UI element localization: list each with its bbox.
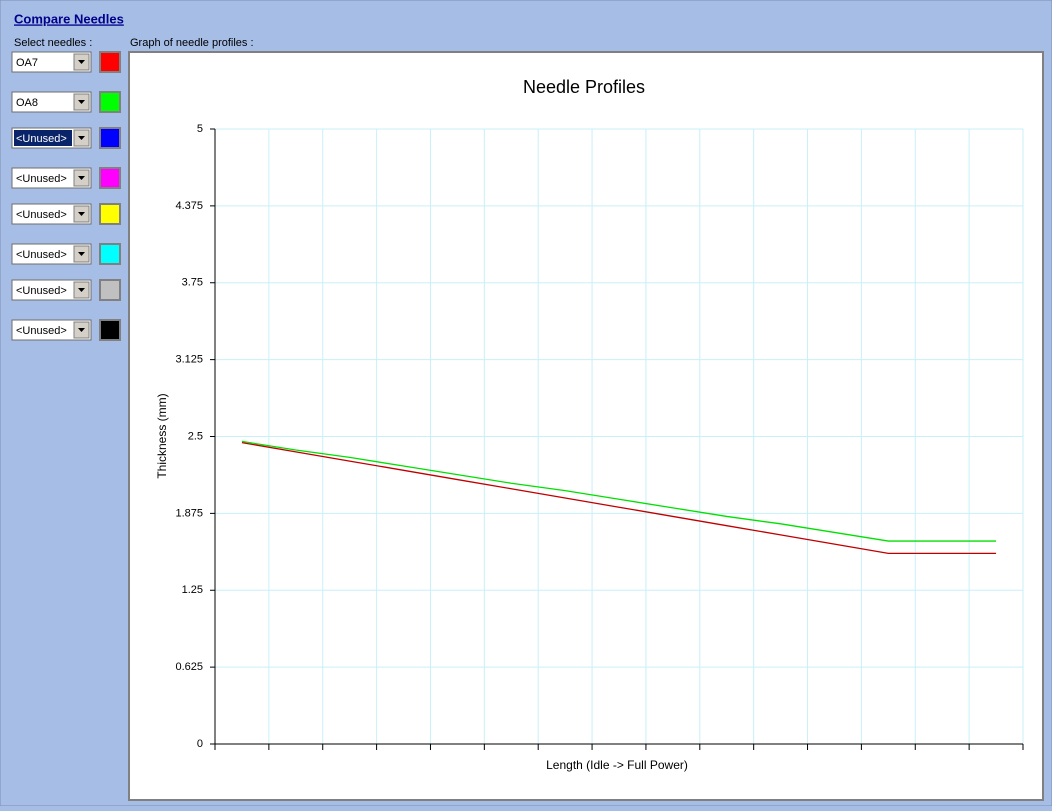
dropdown-arrow bbox=[78, 176, 85, 180]
dropdown-arrow bbox=[78, 100, 85, 104]
color-swatch[interactable] bbox=[99, 243, 121, 265]
dropdown-value: OA7 bbox=[16, 57, 38, 69]
y-tick-label: 1.875 bbox=[175, 507, 203, 519]
dropdown[interactable] bbox=[11, 203, 92, 225]
y-tick-label: 3.75 bbox=[182, 277, 203, 289]
y-tick-label: 0.625 bbox=[175, 661, 203, 673]
dropdown[interactable] bbox=[11, 167, 92, 189]
y-tick-label: 5 bbox=[197, 123, 203, 135]
y-tick-label: 4.375 bbox=[175, 200, 203, 212]
x-axis-label: Length (Idle -> Full Power) bbox=[546, 758, 688, 772]
y-tick-label: 1.25 bbox=[182, 584, 203, 596]
dropdown-value: <Unused> bbox=[16, 285, 67, 297]
color-swatch[interactable] bbox=[99, 319, 121, 341]
dropdown[interactable] bbox=[11, 279, 92, 301]
dropdown-arrow bbox=[78, 328, 85, 332]
dropdown-value: OA8 bbox=[16, 97, 38, 109]
chart-title: Needle Profiles bbox=[523, 77, 645, 97]
dropdown-value: <Unused> bbox=[16, 133, 67, 145]
y-tick-label: 0 bbox=[197, 738, 203, 750]
y-tick-label: 2.5 bbox=[188, 430, 203, 442]
dropdown-value: <Unused> bbox=[16, 173, 67, 185]
y-tick-label: 3.125 bbox=[175, 354, 203, 366]
dropdown[interactable] bbox=[11, 91, 92, 113]
dropdown-highlight bbox=[14, 130, 72, 146]
series-line bbox=[241, 442, 997, 554]
color-swatch[interactable] bbox=[99, 203, 121, 225]
dropdown-arrow bbox=[78, 212, 85, 216]
color-swatch[interactable] bbox=[99, 279, 121, 301]
color-swatch[interactable] bbox=[99, 127, 121, 149]
dropdown[interactable] bbox=[11, 319, 92, 341]
y-axis-label: Thickness (mm) bbox=[155, 393, 169, 478]
dropdown-arrow bbox=[78, 60, 85, 64]
dropdown-arrow bbox=[78, 136, 85, 140]
dropdown-value: <Unused> bbox=[16, 209, 67, 221]
dropdown-value: <Unused> bbox=[16, 325, 67, 337]
color-swatch[interactable] bbox=[99, 51, 121, 73]
page-title[interactable]: Compare Needles bbox=[14, 11, 124, 26]
dropdown-arrow bbox=[78, 252, 85, 256]
graph-label: Graph of needle profiles : bbox=[130, 37, 254, 49]
color-swatch[interactable] bbox=[99, 91, 121, 113]
dropdown[interactable] bbox=[11, 243, 92, 265]
dropdown-value: <Unused> bbox=[16, 249, 67, 261]
series-line bbox=[241, 440, 997, 542]
dropdown-arrow bbox=[78, 288, 85, 292]
color-swatch[interactable] bbox=[99, 167, 121, 189]
chart-panel bbox=[128, 51, 1044, 801]
select-label: Select needles : bbox=[14, 37, 92, 49]
dropdown[interactable] bbox=[11, 51, 92, 73]
